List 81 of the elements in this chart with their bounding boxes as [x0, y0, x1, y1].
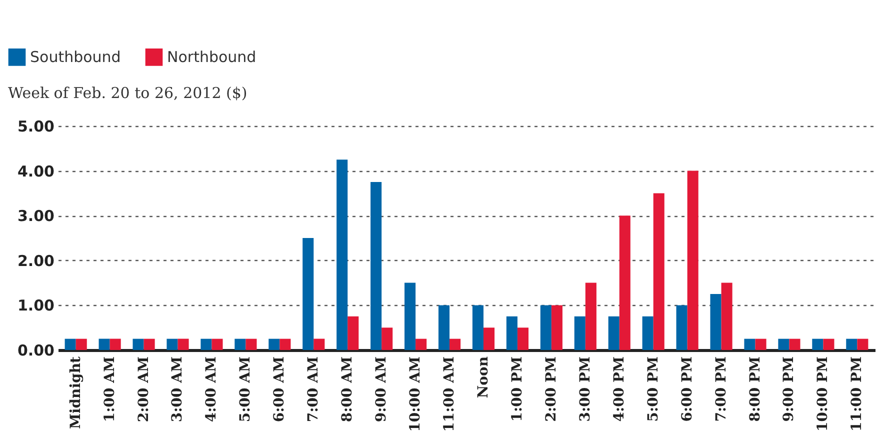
x-tick-label: 9:00 PM: [781, 356, 798, 422]
bar: [710, 294, 722, 350]
bar: [98, 338, 110, 350]
bar: [574, 316, 586, 350]
x-tick-label: 7:00 AM: [306, 356, 322, 422]
legend-label: Southbound: [30, 48, 121, 66]
bar: [144, 338, 155, 350]
bar: [744, 338, 756, 350]
x-tick-label: 10:00 PM: [815, 356, 832, 432]
bar: [585, 282, 596, 350]
bar: [608, 316, 620, 350]
x-tick-label: 11:00 AM: [442, 356, 458, 432]
x-tick-label: 6:00 AM: [272, 356, 288, 422]
bar: [268, 338, 280, 350]
x-tick-label: Noon: [475, 356, 492, 398]
bar: [382, 328, 393, 350]
x-tick-label: 10:00 AM: [408, 356, 424, 432]
bar: [450, 338, 461, 350]
chart-title: Week of Feb. 20 to 26, 2012 ($): [8, 84, 248, 102]
y-tick-label: 4.00: [17, 162, 54, 180]
x-tick-label: 3:00 PM: [577, 356, 594, 422]
bar: [506, 316, 518, 350]
y-tick-label: 3.00: [17, 207, 54, 226]
x-tick-label: 1:00 PM: [509, 356, 526, 422]
x-tick-label: 5:00 AM: [238, 356, 254, 422]
bar: [789, 338, 800, 350]
x-tick-label: 8:00 AM: [340, 356, 356, 422]
x-tick-label: 1:00 AM: [102, 356, 118, 422]
bar: [438, 305, 450, 350]
bar: [517, 328, 528, 350]
bar: [676, 305, 688, 350]
bar: [302, 238, 314, 350]
x-tick-label: 2:00 PM: [543, 356, 560, 422]
bar: [778, 338, 790, 350]
y-tick-label: 0.00: [17, 342, 54, 360]
y-tick-label: 5.00: [17, 118, 54, 136]
legend-label: Northbound: [167, 48, 256, 66]
x-tick-label: 3:00 AM: [170, 356, 186, 422]
bar: [166, 338, 178, 350]
bar: [416, 338, 427, 350]
bar: [200, 338, 212, 350]
bar: [483, 328, 495, 350]
bar: [336, 160, 348, 350]
bar: [619, 216, 630, 350]
bar: [76, 338, 87, 350]
bar: [812, 338, 824, 350]
x-tick-label: 9:00 AM: [374, 356, 390, 422]
bar: [234, 338, 246, 350]
x-tick-label: 4:00 PM: [611, 356, 628, 422]
bar: [687, 170, 698, 350]
x-tick-label: 4:00 AM: [204, 356, 220, 422]
x-tick-label: 2:00 AM: [136, 356, 152, 422]
bar: [642, 316, 654, 350]
bar: [132, 338, 144, 350]
bar: [846, 338, 858, 350]
bar: [540, 305, 552, 350]
x-tick-label: 7:00 PM: [713, 356, 730, 422]
bar: [110, 338, 121, 350]
bar: [755, 338, 766, 350]
bar: [370, 182, 382, 350]
x-tick-label: 8:00 PM: [747, 356, 764, 422]
x-tick-label: Midnight: [68, 356, 84, 430]
bar: [348, 316, 359, 350]
bar: [404, 282, 416, 350]
bar: [246, 338, 257, 350]
y-tick-label: 2.00: [17, 252, 54, 270]
bar: [178, 338, 189, 350]
bar: [280, 338, 291, 350]
x-tick-label: 5:00 PM: [645, 356, 662, 422]
bar: [653, 193, 664, 350]
bar: [314, 338, 325, 350]
x-tick-label: 6:00 PM: [679, 356, 696, 422]
bar: [857, 338, 868, 350]
bar: [472, 305, 484, 350]
bar: [551, 305, 562, 350]
x-tick-label: 11:00 PM: [849, 356, 866, 432]
bar: [212, 338, 223, 350]
bar: [823, 338, 834, 350]
bar: [721, 282, 732, 350]
y-tick-label: 1.00: [17, 296, 54, 315]
bar: [64, 338, 76, 350]
